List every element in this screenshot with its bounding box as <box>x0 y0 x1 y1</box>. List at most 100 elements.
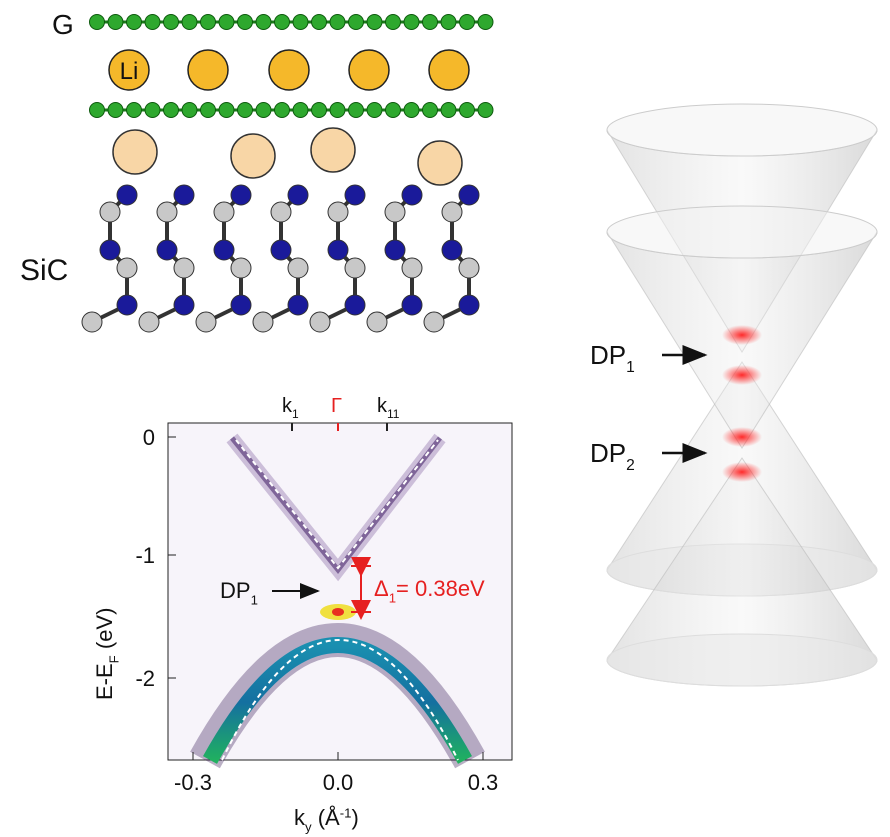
carbon-atom-sic <box>459 295 479 315</box>
silicon-atom <box>402 258 422 278</box>
carbon-atom <box>312 103 327 118</box>
carbon-atom <box>386 15 401 30</box>
carbon-atom <box>441 15 456 30</box>
silicon-atom <box>310 312 330 332</box>
carbon-atom <box>219 103 234 118</box>
carbon-atom <box>127 15 142 30</box>
top-label: Γ <box>331 395 342 417</box>
silicon-atom <box>100 202 120 222</box>
silicon-atom <box>271 202 291 222</box>
carbon-atom <box>256 103 271 118</box>
carbon-atom-sic <box>459 185 479 205</box>
x-axis-label-end: ) <box>351 805 358 830</box>
gap-label-sub: 1 <box>389 591 396 606</box>
carbon-atom-sic <box>214 240 234 260</box>
carbon-atom <box>108 103 123 118</box>
x-axis-label: ky (Å-1) <box>294 805 359 835</box>
intercalant-atom <box>418 141 462 185</box>
figure: Li G SiC -0.30.00.30-1-2k1Γk11E-EF (eV)k… <box>0 0 890 837</box>
cone-label-sub: 1 <box>626 359 635 376</box>
carbon-atom <box>164 15 179 30</box>
top-label-base: Γ <box>331 395 342 417</box>
carbon-atom <box>238 103 253 118</box>
carbon-atom <box>182 15 197 30</box>
silicon-atom <box>328 202 348 222</box>
silicon-atom <box>196 312 216 332</box>
intercalant-atom <box>311 128 355 172</box>
x-axis-label-rest: (Å <box>312 805 340 830</box>
carbon-atom <box>293 15 308 30</box>
carbon-atom-sic <box>345 185 365 205</box>
carbon-atom-sic <box>117 185 137 205</box>
y-axis-label-sub: F <box>107 655 122 663</box>
carbon-atom <box>367 15 382 30</box>
cone-label: DP1 <box>590 340 635 376</box>
carbon-atom <box>145 15 160 30</box>
carbon-atom <box>256 15 271 30</box>
carbon-atom-sic <box>117 295 137 315</box>
carbon-atom-sic <box>442 240 462 260</box>
carbon-atom-sic <box>328 240 348 260</box>
top-label: k1 <box>282 395 299 421</box>
carbon-atom <box>349 15 364 30</box>
carbon-atom-sic <box>271 240 291 260</box>
silicon-atom <box>288 258 308 278</box>
carbon-atom-sic <box>402 295 422 315</box>
cone-base <box>607 634 877 686</box>
dp-label-sub: 1 <box>251 593 258 608</box>
graphene-label: G <box>52 9 74 40</box>
silicon-atom <box>174 258 194 278</box>
carbon-atom <box>275 103 290 118</box>
carbon-atom <box>182 103 197 118</box>
carbon-atom <box>90 103 105 118</box>
y-tick-label: -1 <box>135 543 155 568</box>
dirac-glow <box>722 365 762 385</box>
gap-label-base: Δ <box>374 576 389 601</box>
intercalant-atom <box>113 130 157 174</box>
top-label-sub: 11 <box>387 407 400 421</box>
silicon-atom <box>385 202 405 222</box>
cone-rim <box>607 206 877 258</box>
carbon-atom-sic <box>174 295 194 315</box>
carbon-atom-sic <box>157 240 177 260</box>
silicon-atom <box>231 258 251 278</box>
carbon-atom <box>478 15 493 30</box>
carbon-atom <box>90 15 105 30</box>
top-label: k11 <box>377 395 400 421</box>
silicon-atom <box>367 312 387 332</box>
cone-label-base: DP <box>590 438 626 468</box>
dirac-glow <box>722 462 762 482</box>
carbon-atom <box>404 15 419 30</box>
silicon-atom <box>345 258 365 278</box>
band-max-core <box>332 608 344 616</box>
cone-label: DP2 <box>590 438 635 474</box>
carbon-atom <box>108 15 123 30</box>
carbon-atom <box>404 103 419 118</box>
cone-label-base: DP <box>590 340 626 370</box>
carbon-atom <box>312 15 327 30</box>
y-axis-label-rest: (eV) <box>92 608 117 656</box>
dirac-glow <box>722 427 762 447</box>
carbon-atom-sic <box>385 240 405 260</box>
carbon-atom-sic <box>231 185 251 205</box>
carbon-atom <box>460 103 475 118</box>
silicon-atom <box>117 258 137 278</box>
x-tick-label: 0.3 <box>468 770 499 795</box>
carbon-atom <box>275 15 290 30</box>
lithium-atom <box>349 50 389 90</box>
top-label-sub: 1 <box>292 407 299 421</box>
lithium-label: Li <box>120 58 139 85</box>
lithium-atom <box>269 50 309 90</box>
dirac-cones: DP1DP2 <box>590 104 877 686</box>
carbon-atom <box>460 15 475 30</box>
silicon-atom <box>139 312 159 332</box>
lithium-atom <box>429 50 469 90</box>
silicon-atom <box>157 202 177 222</box>
silicon-atom <box>424 312 444 332</box>
y-tick-label: 0 <box>143 425 155 450</box>
arpes-plot: -0.30.00.30-1-2k1Γk11E-EF (eV)ky (Å-1)DP… <box>92 395 512 835</box>
carbon-atom <box>423 103 438 118</box>
cone-rim <box>607 104 877 156</box>
carbon-atom-sic <box>231 295 251 315</box>
carbon-atom <box>238 15 253 30</box>
